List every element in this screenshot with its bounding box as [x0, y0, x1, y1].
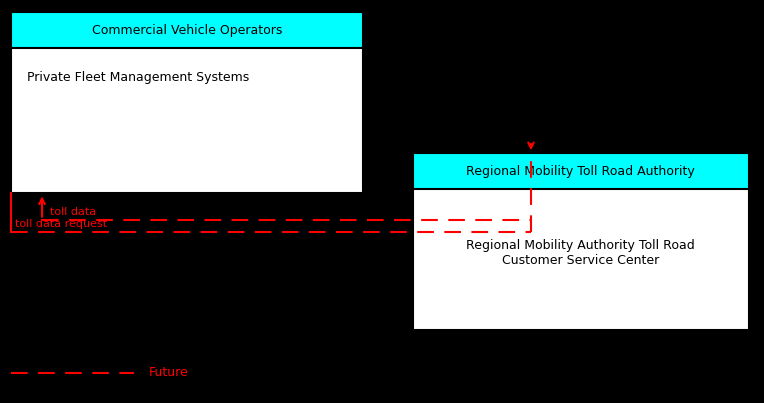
Bar	[413, 153, 749, 189]
Bar	[413, 153, 749, 330]
Text: Regional Mobility Toll Road Authority: Regional Mobility Toll Road Authority	[466, 165, 695, 178]
Text: Private Fleet Management Systems: Private Fleet Management Systems	[27, 71, 249, 84]
Text: Regional Mobility Authority Toll Road
Customer Service Center: Regional Mobility Authority Toll Road Cu…	[466, 239, 695, 267]
Text: Future: Future	[149, 366, 189, 379]
Bar	[11, 12, 363, 48]
Text: Commercial Vehicle Operators: Commercial Vehicle Operators	[92, 24, 283, 37]
Text: toll data request: toll data request	[15, 219, 108, 229]
Text: toll data: toll data	[50, 207, 96, 217]
Bar	[11, 12, 363, 193]
